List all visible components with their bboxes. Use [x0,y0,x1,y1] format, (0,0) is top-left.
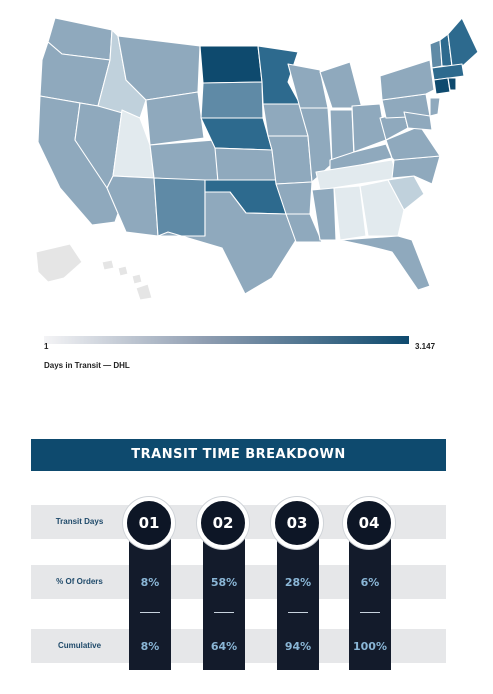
percent-cell-02: 58% [210,576,238,589]
state-nj [429,97,441,117]
state-hi1 [101,259,115,271]
state-hi4 [135,283,153,301]
state-hi3 [131,273,143,285]
day-badge-03: 03 [271,497,323,549]
separator-01 [140,612,160,613]
separator-02 [214,612,234,613]
state-la [285,213,323,243]
us-transit-map [35,17,479,301]
percent-cell-01: 8% [140,576,160,589]
state-wy [145,91,205,146]
percent-cell-03: 28% [284,576,312,589]
legend-min-label: 1 [44,342,49,351]
row-label-percent-of-orders: % Of Orders [56,577,103,586]
state-ct [433,77,451,95]
state-co [149,139,219,183]
separator-03 [288,612,308,613]
day-badge-02: 02 [197,497,249,549]
state-hi2 [117,265,129,277]
day-badge-04: 04 [343,497,395,549]
state-nd [199,45,263,84]
legend-gradient-bar [44,336,409,344]
state-ms [311,187,337,241]
state-nm [153,177,206,237]
row-label-transit-days: Transit Days [55,517,104,526]
cumulative-cell-03: 94% [284,640,312,653]
separator-04 [360,612,380,613]
day-badge-01: 01 [123,497,175,549]
percent-cell-04: 6% [360,576,380,589]
state-al [333,185,367,241]
state-ma [431,63,465,81]
state-me [447,17,479,73]
legend-max-label: 3.147 [415,342,436,351]
state-az [106,175,159,237]
state-ga [359,179,405,237]
state-sd [200,81,264,119]
state-mo [267,135,313,185]
state-ks [214,147,277,183]
cumulative-cell-02: 64% [210,640,238,653]
breakdown-title-banner: TRANSIT TIME BREAKDOWN [31,439,446,471]
state-md [403,111,433,131]
state-ak [35,243,83,283]
state-ny [379,59,435,101]
state-ri [447,77,457,91]
state-fl [339,235,431,291]
row-label-cumulative: Cumulative [57,641,102,650]
cumulative-cell-04: 100% [353,640,387,653]
legend-title: Days in Transit — DHL [44,361,130,370]
state-tx [157,191,297,295]
cumulative-cell-01: 8% [140,640,160,653]
